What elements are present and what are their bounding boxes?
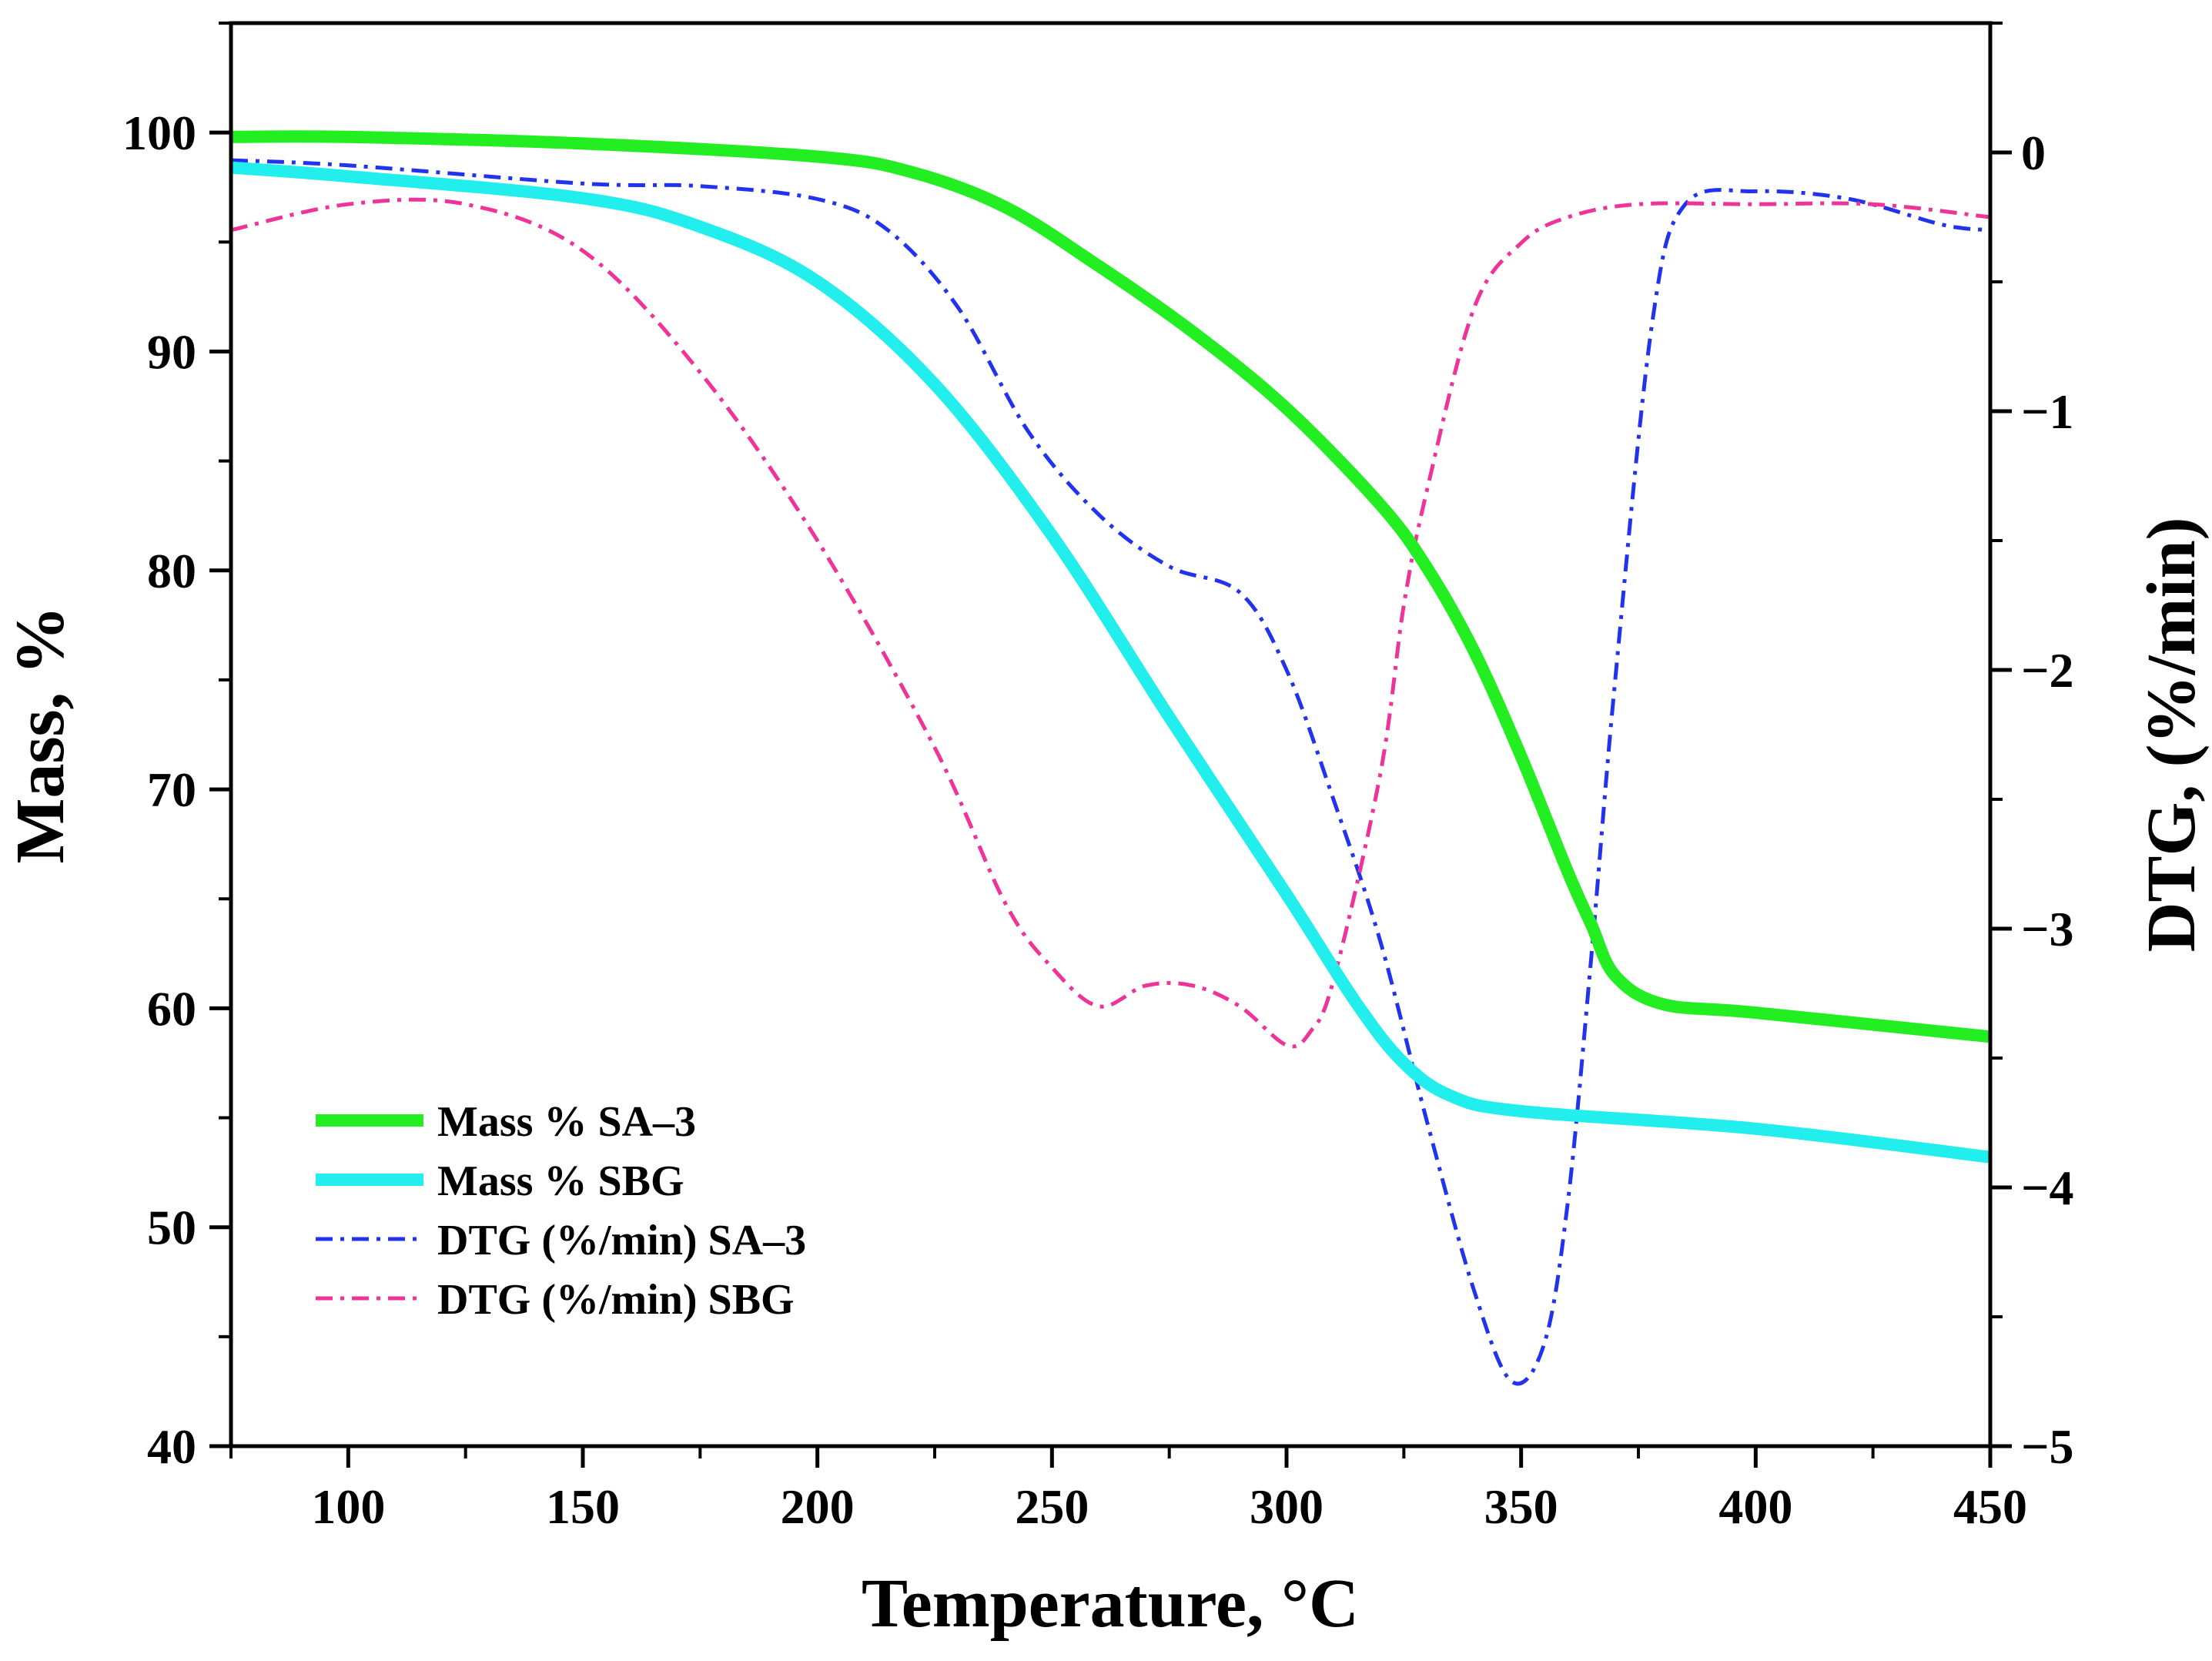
y-left-tick-label: 100 [122,105,196,160]
legend-label: Mass % SA–3 [437,1098,696,1146]
y-left-tick-label: 60 [147,981,196,1036]
x-tick-label: 150 [546,1479,620,1534]
y-left-tick-label: 90 [147,324,196,379]
legend: Mass % SA–3 Mass % SBG DTG (%/min) SA–3 DTG… [316,1098,806,1324]
legend-label: Mass % SBG [437,1157,684,1205]
y-right-tick-label: −5 [2021,1419,2073,1474]
y-left-tick-label: 40 [147,1419,196,1474]
x-tick-label: 450 [1953,1479,2027,1534]
x-tick-label: 400 [1718,1479,1792,1534]
x-axis-title: Temperature, °C [862,1566,1359,1642]
axis-layer: 100 150 200 250 300 350 400 450 40 50 60 70 80 90 100 0… [122,22,2073,1534]
y-left-tick-label: 80 [147,544,196,598]
y-left-tick-label: 70 [147,762,196,817]
x-tick-label: 250 [1015,1479,1089,1534]
series-line-mass-sbg [230,161,1991,1164]
x-tick-label: 200 [781,1479,855,1534]
y-left-axis-title: Mass, % [2,606,79,864]
x-tick-label: 350 [1484,1479,1558,1534]
y-right-tick-label: 0 [2021,126,2046,180]
y-right-tick-label: −1 [2021,384,2073,439]
y-right-tick-label: −2 [2021,643,2073,698]
x-tick-label: 100 [311,1479,385,1534]
series-line-mass-sa-3 [230,130,1991,1043]
y-left-tick-label: 50 [147,1201,196,1255]
legend-label: DTG (%/min) SBG [437,1276,795,1324]
plot-frame [229,21,1993,1448]
series-line-dtg-min-sa-3 [230,158,1991,1386]
series-layer [230,130,1991,1386]
legend-label: DTG (%/min) SA–3 [437,1217,806,1264]
y-right-tick-label: −4 [2021,1160,2073,1215]
y-right-tick-label: −3 [2021,902,2073,956]
series-line-dtg-min-sbg [230,197,1991,1049]
y-right-axis-title: DTG, (%/min) [2133,517,2210,952]
x-tick-label: 300 [1250,1479,1324,1534]
